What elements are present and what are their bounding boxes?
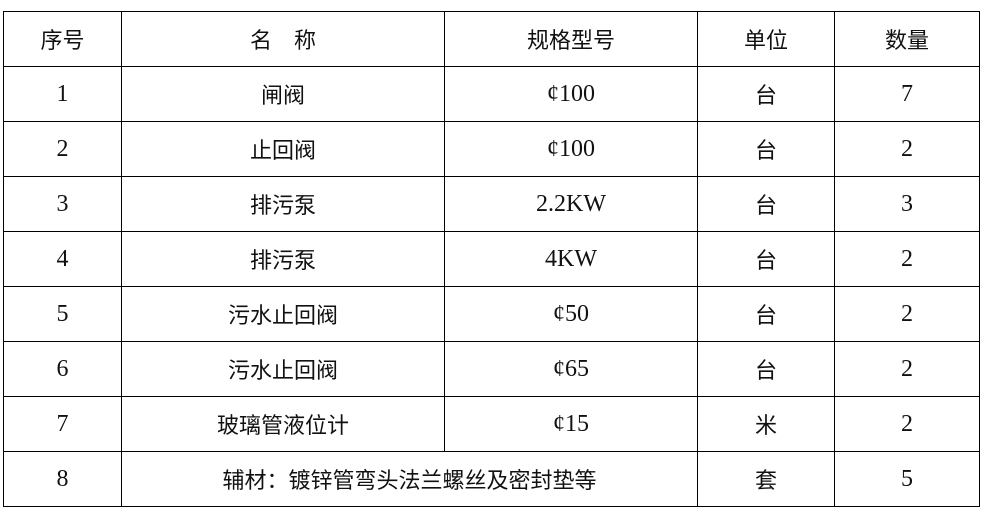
cell-qty: 2: [834, 286, 980, 342]
table-row: 6 污水止回阀 ¢65 台 2: [3, 341, 980, 397]
cell-name: 污水止回阀: [121, 286, 445, 342]
cell-no: 1: [3, 66, 122, 122]
cell-no: 5: [3, 286, 122, 342]
cell-no: 8: [3, 451, 122, 507]
cell-unit: 台: [697, 176, 835, 232]
cell-qty: 3: [834, 176, 980, 232]
cell-qty: 2: [834, 231, 980, 287]
cell-unit: 米: [697, 396, 835, 452]
cell-qty: 2: [834, 121, 980, 177]
cell-no: 3: [3, 176, 122, 232]
table-row: 8 辅材：镀锌管弯头法兰螺丝及密封垫等套 5: [3, 451, 980, 507]
table-row: 3 排污泵 2.2KW 台 3: [3, 176, 980, 232]
cell-no: 7: [3, 396, 122, 452]
header-name: 名 称: [121, 11, 445, 67]
cell-name: 止回阀: [121, 121, 445, 177]
cell-spec: 2.2KW: [444, 176, 698, 232]
cell-spec: ¢100: [444, 121, 698, 177]
cell-name: 闸阀: [121, 66, 445, 122]
cell-unit: 台: [697, 66, 835, 122]
cell-unit: 套: [697, 451, 835, 507]
cell-qty: 2: [834, 341, 980, 397]
table-row: 5 污水止回阀 ¢50 台 2: [3, 286, 980, 342]
cell-no: 6: [3, 341, 122, 397]
table-row: 1 闸阀 ¢100 台 7: [3, 66, 980, 122]
header-spec: 规格型号: [444, 11, 698, 67]
header-no: 序号: [3, 11, 122, 67]
materials-table: 序号 名 称 规格型号 单位 数量 1 闸阀 ¢100 台 7 2 止回阀 ¢100 台 2 3 排污…: [3, 11, 980, 507]
cell-name: 玻璃管液位计: [121, 396, 445, 452]
cell-qty: 2: [834, 396, 980, 452]
cell-unit: 台: [697, 341, 835, 397]
cell-name: 排污泵: [121, 176, 445, 232]
cell-spec: ¢65: [444, 341, 698, 397]
table-row: 4 排污泵 4KW 台 2: [3, 231, 980, 287]
header-row: 序号 名 称 规格型号 单位 数量: [3, 11, 980, 67]
cell-no: 4: [3, 231, 122, 287]
cell-spec: 4KW: [444, 231, 698, 287]
cell-spec: ¢15: [444, 396, 698, 452]
cell-name: 排污泵: [121, 231, 445, 287]
cell-qty: 7: [834, 66, 980, 122]
cell-unit: 台: [697, 231, 835, 287]
table-row: 2 止回阀 ¢100 台 2: [3, 121, 980, 177]
cell-spec: ¢100: [444, 66, 698, 122]
header-unit: 单位: [697, 11, 835, 67]
table-row: 7 玻璃管液位计 ¢15 米 2: [3, 396, 980, 452]
cell-name: 辅材：镀锌管弯头法兰螺丝及密封垫等: [121, 451, 698, 507]
header-qty: 数量: [834, 11, 980, 67]
cell-no: 2: [3, 121, 122, 177]
cell-name: 污水止回阀: [121, 341, 445, 397]
cell-unit: 台: [697, 286, 835, 342]
cell-qty: 5: [834, 451, 980, 507]
cell-unit: 台: [697, 121, 835, 177]
cell-spec: ¢50: [444, 286, 698, 342]
